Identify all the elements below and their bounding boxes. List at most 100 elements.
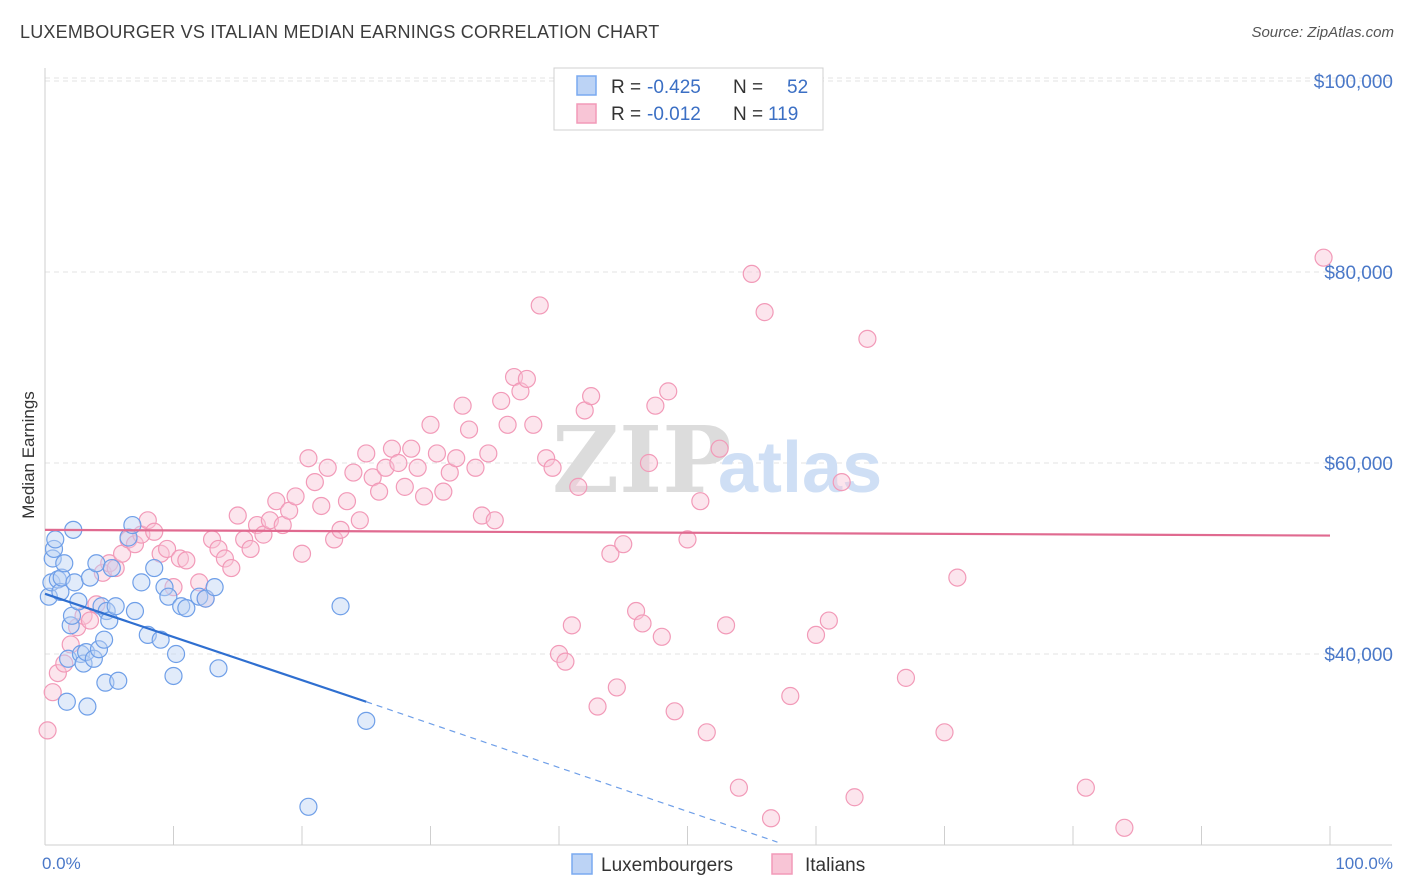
trend-line-luxembourgers	[44, 592, 367, 703]
italians-point-84	[582, 387, 601, 406]
luxembourgers-point-19	[78, 697, 97, 716]
axes	[44, 68, 1392, 846]
italians-point-99	[710, 439, 729, 458]
luxembourgers-point-14	[65, 573, 84, 592]
italians-point-51	[370, 482, 389, 501]
legend-r-value-1: -0.425	[647, 77, 701, 98]
italians-point-116	[1314, 248, 1333, 267]
luxembourgers-point-4	[46, 530, 65, 549]
italians-point-19	[157, 539, 177, 559]
italians-point-41	[305, 473, 324, 492]
luxembourgers-point-8	[55, 554, 74, 573]
luxembourgers-point-42	[166, 644, 186, 664]
legend-frame	[553, 67, 824, 131]
italians-point-82	[569, 477, 588, 496]
italians-point-60	[427, 444, 447, 463]
italians-point-85	[588, 697, 607, 716]
italians-point-108	[832, 473, 851, 492]
italians-point-93	[652, 627, 671, 646]
italians-point-97	[691, 492, 710, 511]
luxembourgers-point-22	[87, 554, 106, 573]
italians-point-14	[125, 535, 145, 554]
y-tick-label-2: $80,000	[1324, 263, 1393, 284]
luxembourgers-point-48	[209, 659, 228, 678]
italians-point-45	[331, 520, 350, 539]
y-tick-labels: $40,000 $60,000 $80,000 $100,000	[1314, 72, 1393, 666]
italians-point-31	[241, 539, 260, 559]
luxembourgers-point-45	[190, 587, 209, 606]
italians-point-2	[48, 663, 67, 683]
italians-point-98	[697, 723, 716, 742]
italians-point-100	[716, 616, 736, 635]
italians-point-105	[781, 686, 800, 706]
luxembourgers-point-41	[164, 666, 183, 686]
luxembourgers-point-44	[177, 599, 196, 618]
x-tick-labels: 0.0% 100.0%	[42, 854, 1393, 873]
italians-point-87	[607, 678, 626, 697]
italians-point-114	[1076, 778, 1095, 797]
chart-source: Source: ZipAtlas.com	[1251, 24, 1394, 41]
italians-point-63	[447, 449, 466, 468]
luxembourgers-point-11	[61, 616, 80, 635]
series-italians-points	[38, 248, 1333, 837]
luxembourgers-point-2	[43, 549, 62, 568]
luxembourgers-point-50	[331, 597, 350, 616]
bottom-legend-label-blue: Luxembourgers	[601, 855, 733, 876]
watermark-atlas: atlas	[718, 428, 882, 508]
italians-point-26	[209, 539, 228, 559]
italians-point-71	[498, 415, 517, 434]
italians-point-86	[601, 544, 620, 563]
italians-point-107	[819, 611, 838, 630]
italians-point-106	[806, 625, 826, 645]
italians-point-22	[177, 551, 196, 570]
italians-point-61	[434, 482, 453, 501]
y-tick-label-3: $100,000	[1314, 72, 1393, 93]
italians-point-110	[858, 329, 877, 348]
luxembourgers-point-51	[357, 711, 376, 730]
luxembourgers-point-34	[125, 601, 145, 621]
y-axis-title: Median Earnings	[19, 391, 38, 519]
italians-point-74	[517, 369, 536, 389]
italians-point-92	[646, 396, 665, 415]
italians-point-70	[492, 391, 511, 411]
series-luxembourgers-points	[39, 515, 376, 816]
luxembourgers-point-3	[44, 539, 64, 559]
trend-lines	[44, 528, 1331, 843]
x-tick-label-1: 100.0%	[1335, 854, 1393, 873]
italians-point-42	[312, 496, 331, 516]
italians-point-47	[344, 463, 363, 482]
italians-point-27	[215, 549, 234, 568]
italians-point-81	[562, 616, 581, 635]
italians-point-77	[537, 449, 556, 468]
italians-point-58	[414, 487, 434, 506]
italians-point-65	[459, 420, 479, 439]
legend-r-label-1: R =	[611, 77, 641, 98]
italians-point-39	[292, 544, 312, 563]
italians-point-76	[530, 296, 549, 315]
legend-n-value-1: 52	[787, 77, 808, 98]
legend-n-value-2: 119	[768, 104, 798, 125]
italians-point-101	[729, 778, 749, 797]
legend-swatch-pink	[576, 103, 597, 124]
y-tick-label-0: $40,000	[1324, 645, 1393, 666]
bottom-legend-swatch-blue	[571, 853, 593, 875]
watermark: ZIP atlas	[552, 406, 882, 514]
italians-point-79	[549, 644, 569, 664]
trend-line-italians	[44, 528, 1331, 537]
italians-point-21	[170, 549, 190, 568]
italians-point-43	[318, 458, 337, 477]
luxembourgers-point-0	[39, 587, 58, 606]
italians-point-75	[524, 415, 543, 434]
italians-point-69	[485, 511, 504, 530]
italians-point-90	[633, 614, 652, 633]
italians-point-48	[350, 511, 369, 530]
italians-point-59	[421, 415, 440, 434]
italians-point-109	[845, 788, 864, 807]
italians-point-1	[43, 683, 62, 702]
italians-point-7	[80, 611, 100, 630]
italians-point-78	[543, 458, 562, 477]
italians-point-29	[228, 506, 247, 525]
legend-n-label-1: N =	[733, 77, 763, 98]
italians-point-94	[659, 382, 678, 401]
luxembourgers-point-39	[155, 578, 174, 597]
